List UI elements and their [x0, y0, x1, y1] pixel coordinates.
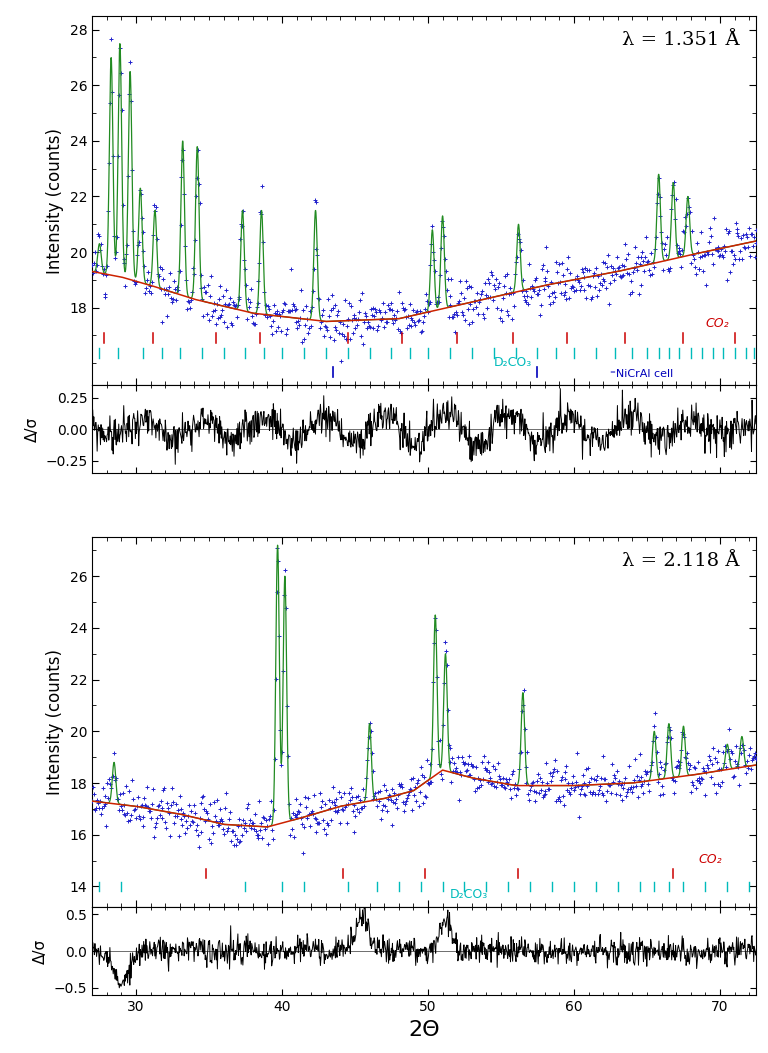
Text: λ = 1.351 Å: λ = 1.351 Å [622, 31, 740, 48]
Text: D₂CO₃: D₂CO₃ [450, 888, 488, 900]
Text: D₂CO₃: D₂CO₃ [494, 356, 532, 369]
Y-axis label: Intensity (counts): Intensity (counts) [46, 650, 64, 795]
Text: CO₂: CO₂ [698, 853, 722, 867]
Text: λ = 2.118 Å: λ = 2.118 Å [622, 552, 740, 571]
Text: ⁼NiCrAl cell: ⁼NiCrAl cell [611, 369, 674, 379]
X-axis label: 2Θ: 2Θ [409, 1019, 440, 1039]
Text: CO₂: CO₂ [705, 317, 729, 331]
Y-axis label: Intensity (counts): Intensity (counts) [46, 127, 64, 274]
Y-axis label: Δ/σ: Δ/σ [33, 938, 48, 963]
Y-axis label: Δ/σ: Δ/σ [25, 417, 39, 442]
